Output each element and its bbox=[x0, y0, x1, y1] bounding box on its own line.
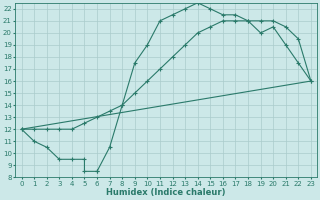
X-axis label: Humidex (Indice chaleur): Humidex (Indice chaleur) bbox=[107, 188, 226, 197]
